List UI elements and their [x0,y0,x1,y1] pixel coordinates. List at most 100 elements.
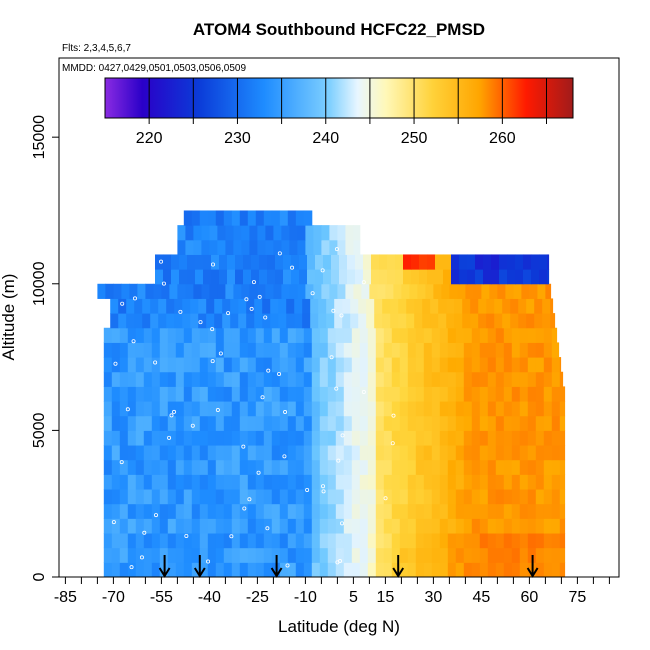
heatmap-cell [279,518,289,534]
heatmap-cell [457,283,466,299]
heatmap-cell [271,474,281,490]
heatmap-cell [339,269,348,285]
heatmap-cell [159,342,169,358]
heatmap-cell [423,503,433,519]
profile-arrow-head [526,567,539,578]
heatmap-cell [151,445,161,461]
heatmap-cell [127,474,137,490]
heatmap-cell [367,474,377,490]
heatmap-cell [201,225,210,241]
heatmap-cell [295,562,305,578]
heatmap-cell [390,298,399,314]
heatmap-cell [439,518,449,534]
heatmap-cell [417,283,426,299]
heatmap-cell [175,533,185,549]
heatmap-cell [463,371,473,387]
heatmap-cell [135,357,145,373]
heatmap-cell [255,371,265,387]
heatmap-cell [350,298,359,314]
heatmap-cell [374,313,383,329]
heatmap-cell [431,547,441,563]
heatmap-cell [430,298,439,314]
heatmap-cell [185,283,194,299]
heatmap-cell [399,386,409,402]
heatmap-cell [233,283,242,299]
heatmap-cell [391,503,401,519]
heatmap-cell [247,445,257,461]
heatmap-cell [183,401,193,417]
heatmap-cell [111,503,121,519]
heatmap-cell [231,474,241,490]
heatmap-cell [103,518,113,534]
heatmap-cell [119,547,129,563]
heatmap-cell [343,415,353,431]
heatmap-cell [483,254,492,270]
heatmap-cell [459,254,468,270]
sample-point [335,560,340,565]
heatmap-cell [297,239,306,255]
heatmap-cell [287,210,297,226]
heatmap-cell [447,459,457,475]
x-tick-label: 5 [349,589,358,606]
colorbar-tick-label: 250 [401,130,428,147]
heatmap-cell [171,254,180,270]
heatmap-cell [321,225,330,241]
sample-point [198,320,203,325]
heatmap-cell [265,239,274,255]
heatmap-cell [127,503,137,519]
heatmap-cell [383,459,393,475]
sample-point [139,555,144,560]
heatmap-cell [294,313,303,329]
heatmap-cell [483,269,492,285]
heatmap-cell [295,430,305,446]
sample-point [133,296,138,301]
heatmap-cell [439,445,449,461]
heatmap-cell [559,401,566,417]
heatmap-cell [262,298,271,314]
heatmap-cell [534,313,543,329]
heatmap-cell [255,547,265,563]
heatmap-cell [519,401,529,417]
heatmap-cell [215,342,225,358]
heatmap-cell [151,474,161,490]
heatmap-cell [511,459,521,475]
heatmap-cell [327,503,337,519]
dates-note: MMDD: 0427,0429,0501,0503,0506,0509 [62,63,246,74]
heatmap-cell [487,547,497,563]
heatmap-cell [463,489,473,505]
heatmap-cell [175,430,185,446]
heatmap-cell [383,445,393,461]
heatmap-cell [103,547,113,563]
heatmap-cell [287,415,297,431]
heatmap-cell [118,298,127,314]
heatmap-cell [142,298,151,314]
heatmap-cell [326,298,335,314]
heatmap-cell [439,430,449,446]
heatmap-cell [361,283,370,299]
heatmap-cell [227,254,236,270]
heatmap-cell [263,445,273,461]
heatmap-cell [515,254,524,270]
heatmap-cell [175,327,185,343]
heatmap-cell [383,489,393,505]
heatmap-cell [391,459,401,475]
sample-point [266,368,271,373]
heatmap-cell [475,254,484,270]
heatmap-cell [335,415,345,431]
heatmap-cell [535,562,545,578]
heatmap-cell [153,283,162,299]
heatmap-cell [119,415,129,431]
heatmap-cell [241,225,250,241]
heatmap-cell [503,445,513,461]
heatmap-cell [375,518,385,534]
heatmap-cell [359,401,369,417]
heatmap-cell [287,401,297,417]
heatmap-cell [255,357,265,373]
heatmap-cell [255,518,265,534]
heatmap-cell [431,503,441,519]
heatmap-cell [367,459,377,475]
heatmap-cell [527,401,537,417]
sample-point [305,487,310,492]
sample-point [116,239,121,244]
sample-point [263,315,268,320]
